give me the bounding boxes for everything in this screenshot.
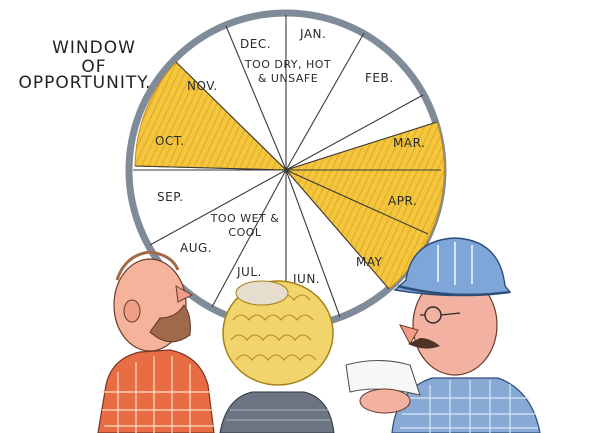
month-label-jun: JUN. bbox=[292, 272, 320, 286]
title-line-3: OPPORTUNITY. bbox=[18, 73, 152, 93]
person-center-curly-hair bbox=[219, 280, 335, 433]
note-dry-line-1: TOO DRY, HOT bbox=[244, 58, 331, 71]
note-wet-line-2: COOL bbox=[228, 226, 261, 239]
month-label-oct: OCT. bbox=[155, 134, 185, 148]
season-wheel: JAN. FEB. MAR. APR. MAY JUN. JUL. AUG. S… bbox=[125, 9, 447, 331]
note-wet-line-1: TOO WET & bbox=[210, 212, 280, 225]
month-label-aug: AUG. bbox=[180, 241, 212, 255]
title-line-2: OF bbox=[81, 57, 107, 77]
person-right-hardhat-man bbox=[345, 237, 541, 433]
month-label-apr: APR. bbox=[388, 194, 417, 208]
month-label-sep: SEP. bbox=[157, 190, 183, 204]
month-label-mar: MAR. bbox=[393, 136, 425, 150]
month-label-dec: DEC. bbox=[240, 37, 271, 51]
month-label-may: MAY bbox=[356, 255, 383, 269]
month-label-feb: FEB. bbox=[365, 71, 394, 85]
wheel-spokes bbox=[133, 15, 441, 325]
month-label-nov: NOV. bbox=[187, 79, 218, 93]
person-left-bearded-man bbox=[97, 250, 215, 433]
month-label-jan: JAN. bbox=[299, 27, 326, 41]
note-dry-line-2: & UNSAFE bbox=[258, 72, 318, 85]
month-label-jul: JUL. bbox=[236, 265, 262, 279]
title-line-1: WINDOW bbox=[52, 38, 136, 58]
sector-oct-nov bbox=[134, 61, 288, 171]
